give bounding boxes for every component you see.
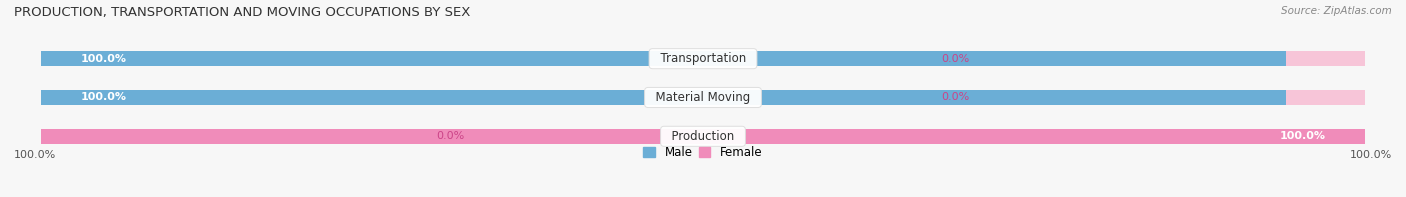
Bar (1286, 90, 1365, 105)
Text: 100.0%: 100.0% (14, 150, 56, 160)
Bar (41, 129, 1365, 144)
Text: 0.0%: 0.0% (942, 54, 970, 64)
Legend: Male, Female: Male, Female (638, 141, 768, 164)
Text: Material Moving: Material Moving (648, 91, 758, 104)
Bar (41, 51, 1365, 66)
Bar (1286, 51, 1365, 66)
Text: 100.0%: 100.0% (1279, 131, 1326, 141)
Text: Transportation: Transportation (652, 52, 754, 65)
Text: PRODUCTION, TRANSPORTATION AND MOVING OCCUPATIONS BY SEX: PRODUCTION, TRANSPORTATION AND MOVING OC… (14, 6, 471, 19)
Text: 0.0%: 0.0% (942, 92, 970, 102)
Text: 100.0%: 100.0% (80, 54, 127, 64)
Text: 100.0%: 100.0% (80, 92, 127, 102)
Bar (41, 129, 120, 144)
Bar (41, 51, 1365, 66)
Text: 100.0%: 100.0% (1350, 150, 1392, 160)
Bar (41, 129, 1365, 144)
Bar (41, 90, 1365, 105)
Bar (41, 90, 1365, 105)
Text: Production: Production (664, 130, 742, 143)
Text: Source: ZipAtlas.com: Source: ZipAtlas.com (1281, 6, 1392, 16)
Text: 0.0%: 0.0% (436, 131, 464, 141)
